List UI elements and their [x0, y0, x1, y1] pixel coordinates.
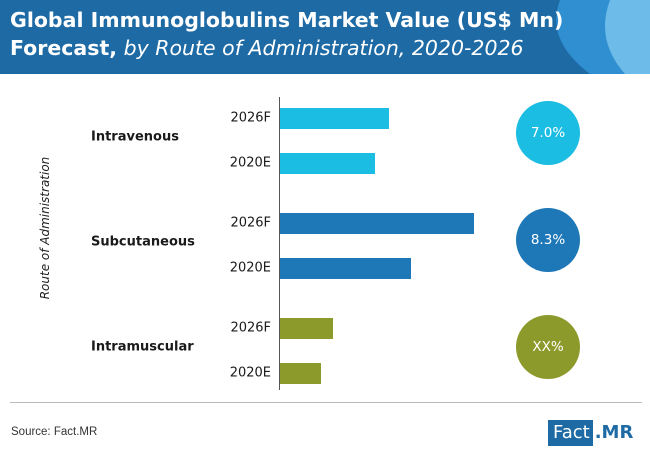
title-forecast: Forecast,: [10, 36, 118, 60]
title-line-1: Global Immunoglobulins Market Value (US$…: [10, 8, 564, 32]
bar-label-intramuscular-2020e: 2020E: [229, 365, 271, 381]
source-text: Source: Fact.MR: [11, 426, 98, 438]
bar-intravenous-2020e: [280, 152, 375, 174]
bar-intravenous-2026f: [280, 107, 389, 129]
bar-label-intravenous-2026f: 2026F: [230, 110, 271, 126]
bar-intramuscular-2020e: [280, 362, 321, 384]
bar-subcutaneous-2026f: [280, 212, 474, 234]
chart-title: Global Immunoglobulins Market Value (US$…: [10, 6, 563, 62]
logo-fact: Fact: [548, 420, 593, 446]
bar-label-subcutaneous-2020e: 2020E: [229, 260, 271, 276]
bar-subcutaneous-2020e: [280, 257, 411, 279]
logo-mr: .MR: [592, 420, 634, 446]
bar-label-intramuscular-2026f: 2026F: [230, 320, 271, 336]
header-decoration: [556, 0, 650, 74]
cagr-badge-subcutaneous: 8.3%: [516, 208, 580, 272]
title-line-2: Forecast, by Route of Administration, 20…: [10, 34, 563, 62]
cagr-badge-intramuscular: XX%: [516, 315, 580, 379]
bar-label-intravenous-2020e: 2020E: [229, 155, 271, 171]
title-subtitle: by Route of Administration, 2020-2026: [117, 36, 524, 60]
cagr-badge-intravenous: 7.0%: [516, 101, 580, 165]
fact-mr-logo: Fact .MR: [548, 420, 642, 446]
header-banner: Global Immunoglobulins Market Value (US$…: [0, 0, 650, 74]
category-label-subcutaneous: Subcutaneous: [91, 234, 195, 250]
footer-divider: [10, 402, 642, 403]
y-axis-label: Route of Administration: [38, 156, 52, 300]
y-axis-line: [279, 97, 280, 390]
bar-label-subcutaneous-2026f: 2026F: [230, 215, 271, 231]
category-label-intramuscular: Intramuscular: [91, 339, 194, 355]
category-label-intravenous: Intravenous: [91, 129, 179, 145]
bar-intramuscular-2026f: [280, 317, 333, 339]
